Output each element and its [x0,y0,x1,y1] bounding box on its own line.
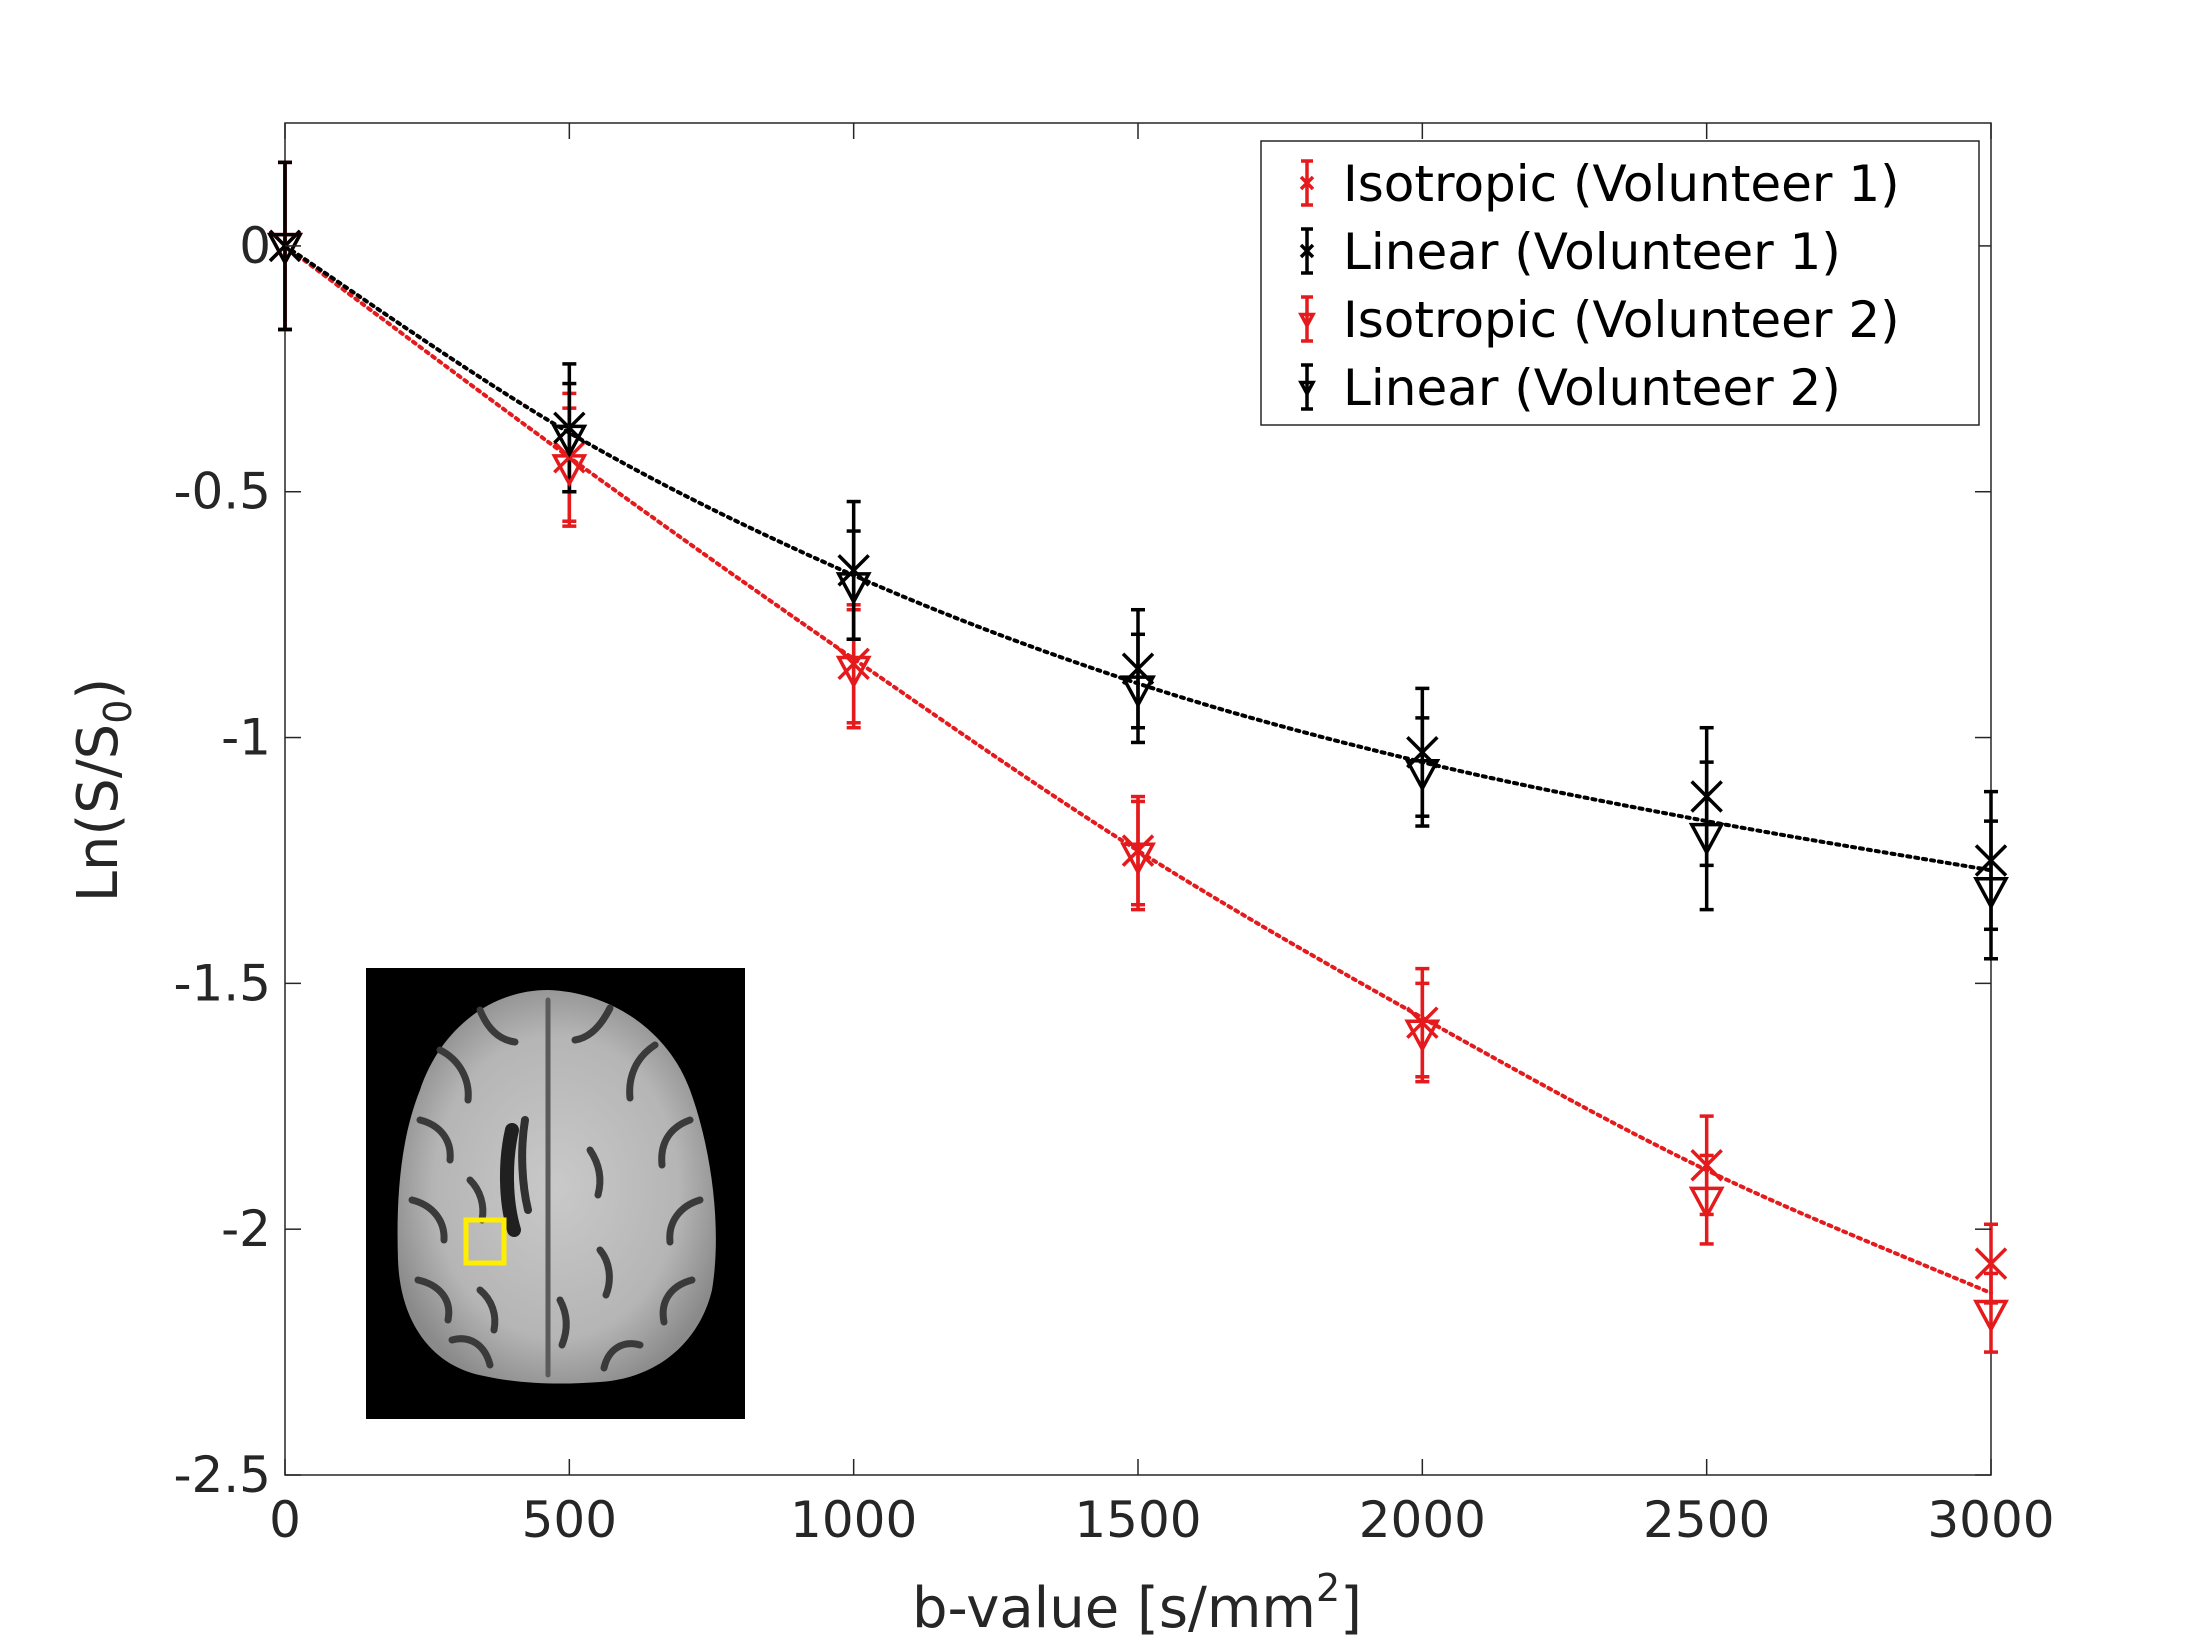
legend-item-0: Isotropic (Volunteer 1) [1299,155,1900,213]
roi-box [463,1217,507,1266]
legend-items: Isotropic (Volunteer 1) Linear (Volunteer… [1298,155,1900,417]
marker-s2-5 [1688,1186,1725,1220]
legend-label-3: Linear (Volunteer 2) [1343,359,1841,417]
error-bar-s3-5 [1699,760,1714,912]
x-tick-label-3: 1500 [1074,1491,1201,1549]
x-tick-label-1: 500 [522,1491,617,1549]
x-tick-label-6: 3000 [1927,1491,2054,1549]
marker-s1-6 [1974,844,2008,877]
legend-swatch-marker [1298,312,1316,330]
marker-s3-6 [1973,876,2009,911]
marker-s3-2 [835,572,872,606]
axis-ticks: 0 500 1000 1500 2000 2500 3000 0 -0.5 -1 -1.5 -2 -2.… [173,123,2055,1549]
x-tick-label-2: 1000 [790,1491,917,1549]
legend-item-3: Linear (Volunteer 2) [1298,359,1841,417]
y-tick-label-1: -0.5 [173,463,271,521]
marker-s2-6 [1973,1299,2009,1333]
error-bar-s3-2 [846,529,861,641]
error-bar-s2-4 [1415,981,1430,1084]
marker-s2-2 [835,655,872,689]
marker-s0-3 [1121,834,1155,867]
y-axis-label-main: Ln(S/S [66,724,131,903]
x-axis-label-main: b-value [s/mm [912,1576,1316,1641]
x-axis-label-superscript: 2 [1316,1566,1340,1610]
marker-s0-2 [837,647,870,681]
marker-s0-5 [1690,1149,1723,1182]
marker-s3-1 [551,424,588,458]
data-markers [267,229,2009,1333]
y-tick-label-3: -1.5 [173,954,271,1012]
error-bar-s3-6 [1984,819,1998,961]
legend-label-1: Linear (Volunteer 1) [1343,223,1841,281]
brain-sulci [408,997,704,1378]
marker-s1-5 [1690,780,1723,813]
legend-swatch-marker [1299,243,1315,259]
legend-item-1: Linear (Volunteer 1) [1299,223,1841,281]
y-tick-label-0: 0 [239,217,271,275]
error-bar-s3-4 [1415,716,1430,828]
x-tick-label-5: 2500 [1643,1491,1770,1549]
y-tick-label-4: -2 [221,1200,271,1258]
x-axis-label-tail: ] [1340,1576,1362,1641]
error-bar-s2-5 [1699,1153,1714,1246]
x-axis-label: b-value [s/mm2] [912,1566,1362,1641]
marker-s3-4 [1404,758,1441,793]
marker-s0-6 [1974,1247,2008,1280]
x-tick-label-0: 0 [269,1491,301,1549]
error-bar-s2-3 [1131,799,1145,912]
error-bar-s3-1 [562,381,577,494]
y-tick-label-2: -1 [221,709,271,767]
brain-mri-inset [366,968,745,1419]
legend-swatch-marker [1299,175,1315,191]
y-tick-label-5: -2.5 [173,1446,271,1504]
marker-s2-4 [1404,1019,1441,1053]
brain-slice [397,990,716,1384]
marker-s2-3 [1120,842,1156,876]
y-axis-label-subscript: 0 [96,700,140,724]
legend-box [1260,140,1980,426]
y-axis-label-tail: ) [66,678,131,700]
legend-label-0: Isotropic (Volunteer 1) [1343,155,1900,213]
error-bar-s3-3 [1131,632,1145,745]
legend-swatch-marker [1298,380,1316,398]
legend-label-2: Isotropic (Volunteer 2) [1343,291,1900,349]
y-axis-label: Ln(S/S0) [66,678,140,903]
legend-item-2: Isotropic (Volunteer 2) [1298,291,1900,349]
marker-s3-3 [1120,675,1156,709]
error-bar-s2-6 [1984,1271,1998,1354]
marker-s3-0 [267,232,303,267]
x-tick-label-4: 2000 [1359,1491,1486,1549]
legend: Isotropic (Volunteer 1) Linear (Volunteer… [1260,140,1980,426]
marker-s3-5 [1688,822,1725,857]
